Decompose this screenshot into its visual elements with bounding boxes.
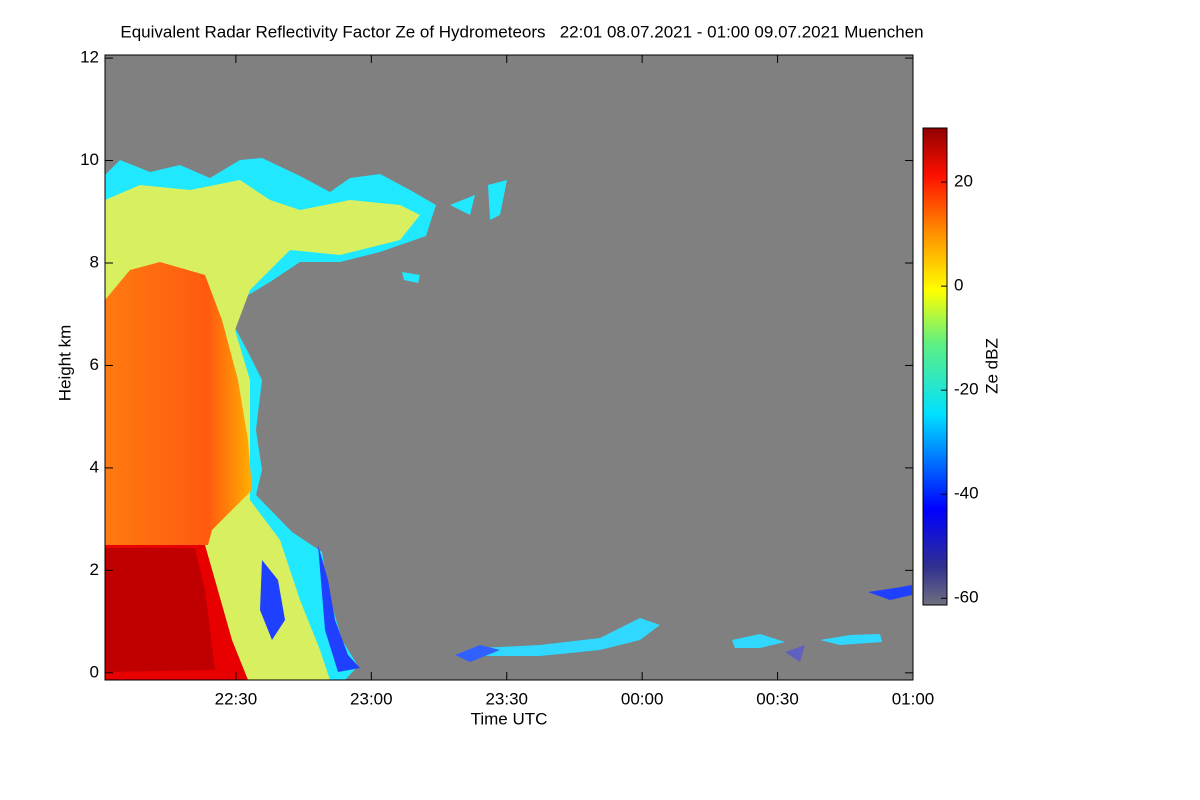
x-tick-label: 01:00 [892, 689, 935, 708]
echo-region [732, 634, 785, 648]
chart-title: Equivalent Radar Reflectivity Factor Ze … [120, 22, 923, 41]
colorbar-label: Ze dBZ [982, 338, 1001, 394]
y-axis-label: Height km [55, 325, 74, 402]
x-tick-label: 00:30 [756, 689, 799, 708]
echo-region [868, 585, 912, 600]
y-tick-label: 2 [90, 560, 99, 579]
echo-region [455, 645, 500, 662]
x-tick-label: 23:00 [350, 689, 393, 708]
colorbar-tick-label: 0 [954, 276, 963, 295]
x-tick-label: 22:30 [215, 689, 258, 708]
x-tick-label: 00:00 [621, 689, 664, 708]
y-tick-label: 12 [80, 48, 99, 67]
heatmap [105, 55, 913, 680]
x-axis-label: Time UTC [471, 709, 548, 728]
echo-region [820, 634, 882, 645]
colorbar-tick-label: 20 [954, 172, 973, 191]
colorbar-tick-label: -20 [954, 380, 979, 399]
echo-region [318, 545, 360, 672]
colorbar-tick-label: -40 [954, 484, 979, 503]
echo-region [480, 618, 660, 656]
echo-region [105, 548, 215, 672]
colorbar-tick-label: -60 [954, 588, 979, 607]
y-tick-label: 4 [90, 457, 99, 476]
colorbar [922, 127, 948, 606]
echo-region [260, 560, 285, 640]
y-tick-label: 10 [80, 150, 99, 169]
y-tick-label: 6 [90, 355, 99, 374]
y-tick-label: 8 [90, 252, 99, 271]
echo-region [105, 262, 252, 545]
plot-frame [104, 54, 914, 681]
echo-region [402, 180, 507, 283]
echo-region [785, 645, 805, 662]
x-tick-label: 23:30 [485, 689, 528, 708]
y-tick-label: 0 [90, 662, 99, 681]
